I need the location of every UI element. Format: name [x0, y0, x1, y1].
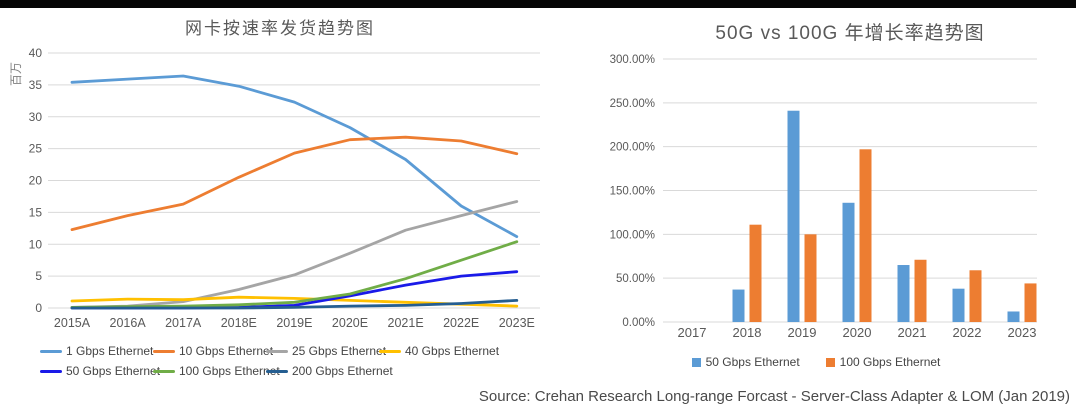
legend-line-swatch — [40, 369, 62, 373]
legend-item-40-gbps-ethernet: 40 Gbps Ethernet — [379, 341, 499, 361]
bar-50-gbps-ethernet-2023 — [1007, 311, 1020, 322]
legend-label: 1 Gbps Ethernet — [66, 344, 154, 358]
legend-line-swatch — [40, 349, 62, 353]
y-tick-label: 20 — [29, 174, 43, 188]
legend-line-swatch — [153, 349, 175, 353]
x-tick-label: 2017A — [165, 316, 202, 330]
legend-label: 50 Gbps Ethernet — [66, 364, 161, 378]
legend-label: 40 Gbps Ethernet — [405, 344, 500, 358]
x-tick-label: 2023E — [499, 316, 535, 330]
line-series-200-gbps-ethernet — [70, 298, 519, 310]
growth-rate-bar-chart: 0.00% 50.00% 100.00% 150.00% 200.00% 250.00% 3… — [610, 54, 1037, 340]
legend-item-100-gbps-ethernet: 100 Gbps Ethernet — [153, 361, 280, 381]
y-tick-label: 25 — [29, 142, 43, 156]
x-tick-label: 2020 — [843, 325, 872, 340]
bar-50-gbps-ethernet-2021 — [897, 265, 910, 322]
x-tick-label: 2021E — [388, 316, 424, 330]
y-tick-label: 50.00% — [616, 273, 655, 285]
legend-label: 10 Gbps Ethernet — [179, 344, 274, 358]
shipment-trend-line-chart: 0 5 10 15 20 25 30 35 40 百万 2015A 2016A 2017A 2018E 20… — [9, 46, 540, 330]
bar-100-gbps-ethernet-2023 — [1024, 283, 1037, 322]
bar-50-gbps-ethernet-2020 — [842, 202, 855, 322]
y-tick-label: 15 — [29, 205, 43, 219]
x-tick-label: 2016A — [110, 316, 147, 330]
x-tick-label: 2015A — [54, 316, 91, 330]
legend-label: 50 Gbps Ethernet — [705, 355, 800, 369]
y-tick-label: 10 — [29, 237, 43, 251]
y-tick-label: 0.00% — [622, 317, 655, 329]
legend-item-25-gbps-ethernet: 25 Gbps Ethernet — [266, 341, 386, 361]
legend-item-50-gbps-ethernet: 50 Gbps Ethernet — [691, 353, 800, 371]
legend-label: 100 Gbps Ethernet — [839, 355, 941, 369]
bar-100-gbps-ethernet-2021 — [914, 259, 927, 322]
legend-item-200-gbps-ethernet: 200 Gbps Ethernet — [266, 361, 393, 381]
source-attribution: Source: Crehan Research Long-range Forca… — [478, 388, 1070, 405]
legend-item-50-gbps-ethernet: 50 Gbps Ethernet — [40, 361, 160, 381]
legend-item-1-gbps-ethernet: 1 Gbps Ethernet — [40, 341, 153, 361]
legend-square-swatch — [825, 357, 835, 367]
legend-item-100-gbps-ethernet: 100 Gbps Ethernet — [825, 353, 941, 371]
bar-chart-title: 50G vs 100G 年增长率趋势图 — [715, 23, 985, 44]
line-series-10-gbps-ethernet — [70, 135, 519, 232]
line-chart-legend: 1 Gbps Ethernet 10 Gbps Ethernet 25 Gbps E… — [40, 341, 520, 381]
legend-square-swatch — [691, 357, 701, 367]
x-tick-label: 2023 — [1008, 325, 1037, 340]
legend-label: 200 Gbps Ethernet — [292, 364, 393, 378]
x-tick-label: 2018E — [221, 316, 257, 330]
y-tick-label: 0 — [35, 301, 42, 315]
y-tick-label: 200.00% — [610, 142, 655, 154]
x-tick-label: 2019 — [788, 325, 817, 340]
bar-100-gbps-ethernet-2018 — [749, 224, 762, 322]
y-tick-label: 300.00% — [610, 54, 655, 66]
y-tick-label: 250.00% — [610, 98, 655, 110]
line-series-100-gbps-ethernet — [70, 240, 519, 309]
y-tick-label: 150.00% — [610, 186, 655, 198]
bar-50-gbps-ethernet-2019 — [787, 110, 800, 323]
legend-line-swatch — [153, 369, 175, 373]
top-black-bar — [0, 0, 1076, 8]
x-tick-label: 2020E — [332, 316, 368, 330]
line-series-25-gbps-ethernet — [70, 200, 519, 309]
bar-50-gbps-ethernet-2022 — [952, 288, 965, 322]
legend-line-swatch — [379, 349, 401, 353]
x-tick-label: 2017 — [678, 325, 707, 340]
bar-chart-legend: 50 Gbps Ethernet 100 Gbps Ethernet — [556, 353, 1076, 371]
y-axis-title: 百万 — [9, 62, 23, 86]
legend-item-10-gbps-ethernet: 10 Gbps Ethernet — [153, 341, 273, 361]
x-tick-label: 2022E — [443, 316, 479, 330]
x-tick-label: 2022 — [953, 325, 982, 340]
bar-50-gbps-ethernet-2018 — [732, 289, 745, 322]
line-series-1-gbps-ethernet — [70, 74, 519, 239]
y-tick-label: 100.00% — [610, 229, 655, 241]
legend-line-swatch — [266, 349, 288, 353]
y-tick-label: 35 — [29, 78, 43, 92]
legend-label: 25 Gbps Ethernet — [292, 344, 387, 358]
legend-label: 100 Gbps Ethernet — [179, 364, 280, 378]
legend-line-swatch — [266, 369, 288, 373]
bar-100-gbps-ethernet-2022 — [969, 270, 982, 322]
line-chart-title: 网卡按速率发货趋势图 — [185, 19, 375, 38]
x-tick-label: 2018 — [733, 325, 762, 340]
x-tick-label: 2021 — [898, 325, 927, 340]
bar-100-gbps-ethernet-2020 — [859, 149, 872, 322]
bar-100-gbps-ethernet-2019 — [804, 234, 817, 322]
y-tick-label: 5 — [35, 269, 42, 283]
x-tick-label: 2019E — [276, 316, 312, 330]
y-tick-label: 40 — [29, 46, 43, 60]
y-tick-label: 30 — [29, 110, 43, 124]
